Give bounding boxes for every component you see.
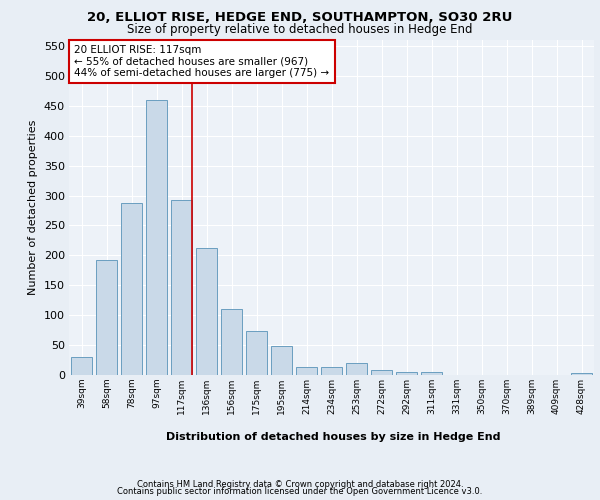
Bar: [121, 202, 142, 375]
Bar: [221, 309, 242, 375]
Bar: [296, 367, 317, 375]
Bar: [146, 100, 167, 375]
Bar: [421, 372, 442, 375]
Bar: [196, 248, 217, 375]
Text: Size of property relative to detached houses in Hedge End: Size of property relative to detached ho…: [127, 22, 473, 36]
Text: Contains HM Land Registry data © Crown copyright and database right 2024.: Contains HM Land Registry data © Crown c…: [137, 480, 463, 489]
Bar: [271, 346, 292, 375]
Y-axis label: Number of detached properties: Number of detached properties: [28, 120, 38, 295]
Bar: [371, 370, 392, 375]
Bar: [171, 200, 192, 375]
Bar: [96, 260, 117, 375]
Bar: [396, 372, 417, 375]
Text: Distribution of detached houses by size in Hedge End: Distribution of detached houses by size …: [166, 432, 500, 442]
Bar: [571, 372, 592, 375]
Bar: [71, 357, 92, 375]
Text: 20, ELLIOT RISE, HEDGE END, SOUTHAMPTON, SO30 2RU: 20, ELLIOT RISE, HEDGE END, SOUTHAMPTON,…: [88, 11, 512, 24]
Bar: [321, 367, 342, 375]
Bar: [246, 332, 267, 375]
Text: 20 ELLIOT RISE: 117sqm
← 55% of detached houses are smaller (967)
44% of semi-de: 20 ELLIOT RISE: 117sqm ← 55% of detached…: [74, 45, 329, 78]
Text: Contains public sector information licensed under the Open Government Licence v3: Contains public sector information licen…: [118, 487, 482, 496]
Bar: [346, 363, 367, 375]
